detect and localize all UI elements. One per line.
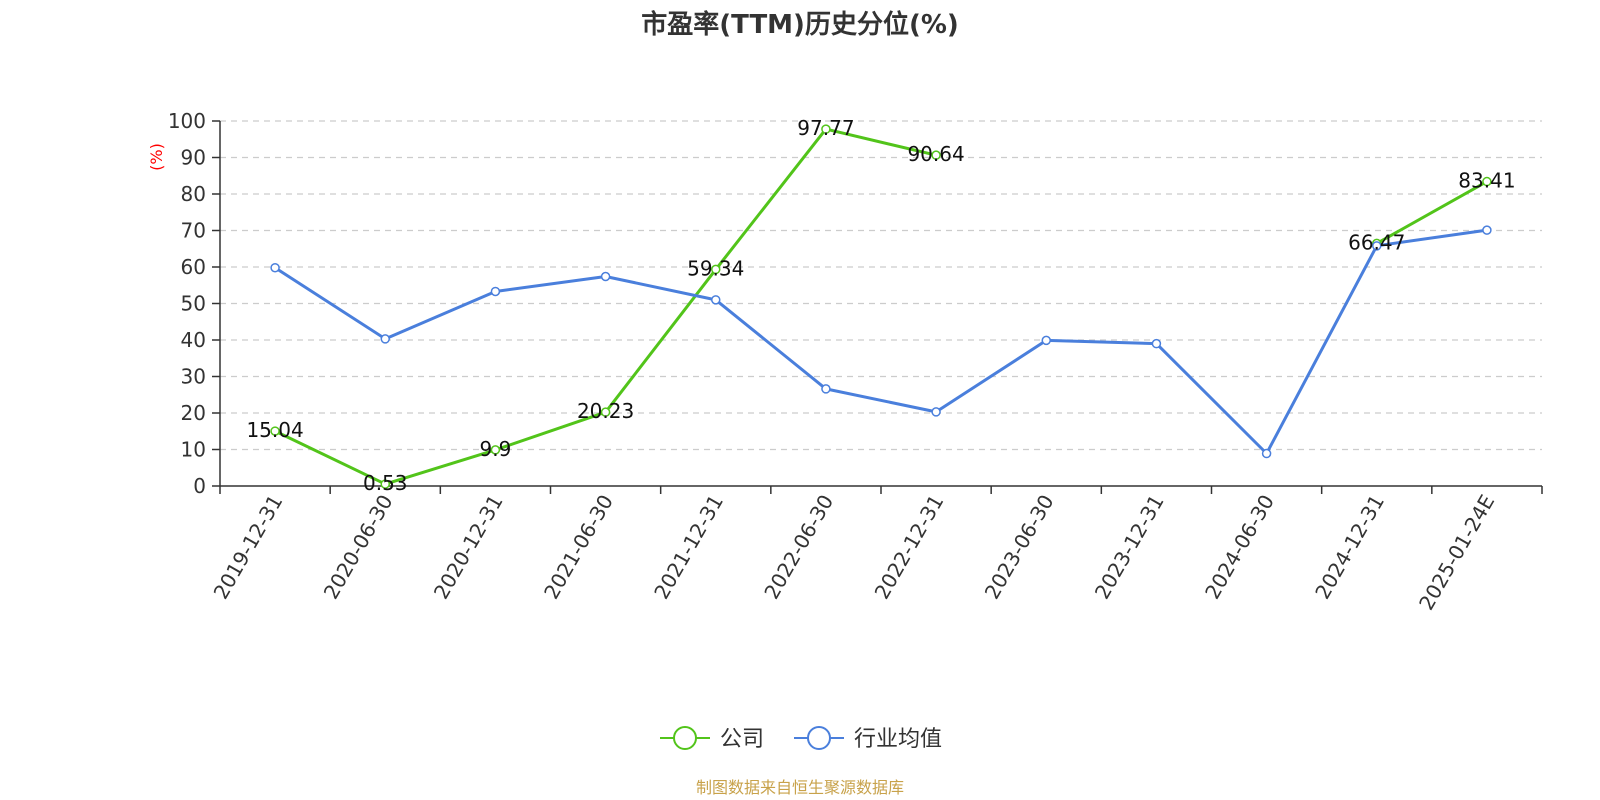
data-point [270,262,280,273]
data-label: 83.41 [1458,169,1515,193]
x-tick-label: 2023-06-30 [980,491,1059,604]
data-point [821,124,831,134]
data-point [1482,176,1492,187]
x-tick-label: 2023-12-31 [1090,491,1169,604]
data-point [600,407,611,417]
y-tick-label: 80 [181,182,206,206]
y-tick-label: 90 [181,146,206,170]
legend-label: 公司 [720,727,764,752]
data-point [600,271,611,282]
x-tick-label: 2022-06-30 [759,491,838,604]
y-tick-label: 30 [181,365,206,389]
y-tick-label: 70 [181,219,206,243]
data-point [270,426,280,436]
data-point [1041,335,1051,346]
data-label: 97.77 [797,116,854,140]
x-tick-label: 2024-06-30 [1200,491,1279,604]
data-label: 15.04 [246,418,303,442]
data-point [821,384,831,394]
x-tick-label: 2024-12-31 [1310,491,1389,604]
y-tick-label: 10 [181,438,206,462]
data-label: 9.9 [480,437,512,461]
data-point [1372,241,1382,251]
data-point [931,407,941,417]
chart-title: 市盈率(TTM)历史分位(%) [641,9,959,40]
data-point [1261,448,1272,459]
series-layer [270,124,1492,489]
x-tick-label: 2021-06-30 [539,491,618,604]
source-note: 制图数据来自恒生聚源数据库 [696,778,904,797]
legend: 公司 行业均值 [660,726,942,752]
legend-swatch-marker [673,726,697,750]
y-axis-label: (%) [147,143,166,171]
y-tick-label: 60 [181,255,206,279]
y-tick-label: 40 [181,328,206,352]
data-point [1482,225,1492,235]
data-label: 0.53 [363,471,408,495]
axes [212,120,1543,494]
x-tick-label: 2025-01-24E [1414,491,1499,615]
data-point [931,150,941,160]
data-point [380,479,390,489]
data-point [380,334,390,344]
x-ticks: 2019-12-31 2020-06-30 2020-12-31 2021-06-30… [209,490,1500,614]
x-tick-label: 2020-06-30 [319,491,398,604]
x-tick-label: 2020-12-31 [429,490,508,603]
data-point [490,286,501,297]
series-line-1 [274,228,1488,455]
y-tick-label: 0 [193,474,206,498]
data-label: 20.23 [577,399,634,423]
data-labels: 15.04 0.53 9.9 20.23 59.34 97.77 90.64 66.47 83.… [246,116,1515,495]
grid-lines [220,120,1542,451]
data-point [711,295,721,305]
legend-swatch-marker [807,726,831,750]
y-tick-label: 20 [181,401,206,425]
data-label: 59.34 [687,256,744,280]
y-ticks: 0 10 20 30 40 50 60 70 80 90 100 [168,109,206,498]
data-point [711,264,721,275]
y-tick-label: 50 [181,292,206,316]
y-tick-label: 100 [168,109,206,133]
x-tick-label: 2022-12-31 [870,490,949,603]
data-label: 90.64 [907,142,964,166]
x-tick-label: 2021-12-31 [649,491,728,604]
data-point [490,445,501,455]
x-tick-label: 2019-12-31 [209,491,288,604]
data-label: 66.47 [1348,230,1405,254]
legend-label: 行业均值 [854,727,942,752]
data-point [1151,338,1162,349]
